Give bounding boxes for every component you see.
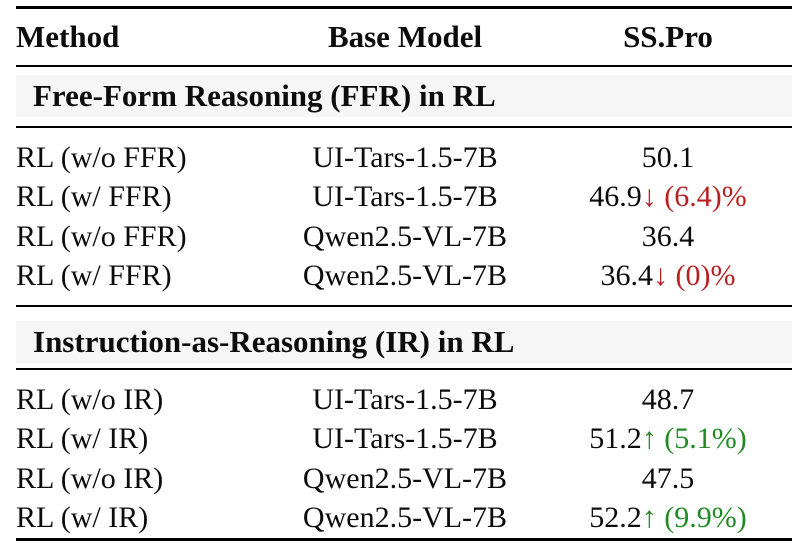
method-cell: RL (w/ IR) (16, 422, 149, 456)
method-cell: RL (w/o FFR) (16, 140, 187, 174)
table-row: RL (w/o IR) UI-Tars-1.5-7B 48.7 (16, 380, 792, 420)
score-value: 36.4 (641, 219, 695, 253)
column-header-method: Method (16, 19, 120, 54)
score-value: 52.2 (589, 501, 642, 535)
section-ir-rule (16, 368, 792, 370)
header-rule (16, 65, 792, 67)
results-table: Method Base Model SS.Pro Free-Form Reaso… (16, 6, 792, 541)
table-row: RL (w/ IR) UI-Tars-1.5-7B 51.2↑ (5.1%) (16, 420, 792, 460)
section-title: Instruction-as-Reasoning (IR) in RL (33, 324, 515, 359)
column-header-base-model: Base Model (327, 19, 483, 54)
score-cell: 52.2↑ (9.9%) (544, 501, 792, 535)
base-model-cell: Qwen2.5-VL-7B (302, 259, 508, 293)
score-value: 46.9 (589, 180, 642, 214)
method-cell: RL (w/o IR) (16, 461, 164, 495)
bottom-rule (16, 538, 792, 541)
section-ffr-rows: RL (w/o FFR) UI-Tars-1.5-7B 50.1 RL (w/ … (16, 128, 792, 296)
table-header-row: Method Base Model SS.Pro (16, 9, 792, 65)
table-row: RL (w/o FFR) UI-Tars-1.5-7B 50.1 (16, 138, 792, 178)
score-cell: 50.1 (544, 141, 792, 175)
score-value: 36.4 (600, 259, 654, 293)
score-delta-down: ↓ (6.4)% (641, 180, 747, 214)
method-cell: RL (w/o IR) (16, 382, 164, 416)
section-ffr-rule (16, 126, 792, 128)
score-delta-down: ↓ (0)% (653, 259, 736, 293)
score-cell: 36.4↓ (0)% (544, 259, 792, 293)
score-cell: 36.4 (544, 220, 792, 254)
table-row: RL (w/ FFR) Qwen2.5-VL-7B 36.4↓ (0)% (16, 257, 792, 297)
score-cell: 47.5 (544, 462, 792, 496)
section-header-ffr: Free-Form Reasoning (FFR) in RL (16, 75, 792, 117)
table-row: RL (w/o FFR) Qwen2.5-VL-7B 36.4 (16, 217, 792, 257)
score-value: 48.7 (641, 382, 695, 416)
base-model-cell: Qwen2.5-VL-7B (302, 461, 508, 495)
section-title: Free-Form Reasoning (FFR) in RL (33, 78, 496, 113)
score-value: 51.2 (589, 422, 642, 456)
score-value: 47.5 (641, 461, 695, 495)
top-rule (16, 6, 792, 9)
table-row: RL (w/ FFR) UI-Tars-1.5-7B 46.9↓ (6.4)% (16, 178, 792, 218)
section-ir-rows: RL (w/o IR) UI-Tars-1.5-7B 48.7 RL (w/ I… (16, 370, 792, 538)
score-delta-up: ↑ (5.1%) (641, 422, 747, 456)
mid-rule (16, 305, 792, 307)
base-model-cell: UI-Tars-1.5-7B (312, 180, 498, 214)
base-model-cell: UI-Tars-1.5-7B (312, 140, 498, 174)
method-cell: RL (w/ IR) (16, 501, 149, 535)
score-value: 50.1 (641, 140, 695, 174)
score-cell: 51.2↑ (5.1%) (544, 422, 792, 456)
table-row: RL (w/o IR) Qwen2.5-VL-7B 47.5 (16, 459, 792, 499)
base-model-cell: Qwen2.5-VL-7B (302, 501, 508, 535)
method-cell: RL (w/ FFR) (16, 259, 172, 293)
score-cell: 46.9↓ (6.4)% (544, 180, 792, 214)
base-model-cell: UI-Tars-1.5-7B (312, 422, 498, 456)
section-header-ir: Instruction-as-Reasoning (IR) in RL (16, 321, 792, 363)
score-cell: 48.7 (544, 383, 792, 417)
column-header-sspro: SS.Pro (623, 19, 713, 54)
score-delta-up: ↑ (9.9%) (641, 501, 747, 535)
base-model-cell: UI-Tars-1.5-7B (312, 382, 498, 416)
method-cell: RL (w/o FFR) (16, 219, 187, 253)
table-row: RL (w/ IR) Qwen2.5-VL-7B 52.2↑ (9.9%) (16, 499, 792, 539)
method-cell: RL (w/ FFR) (16, 180, 172, 214)
base-model-cell: Qwen2.5-VL-7B (302, 219, 508, 253)
